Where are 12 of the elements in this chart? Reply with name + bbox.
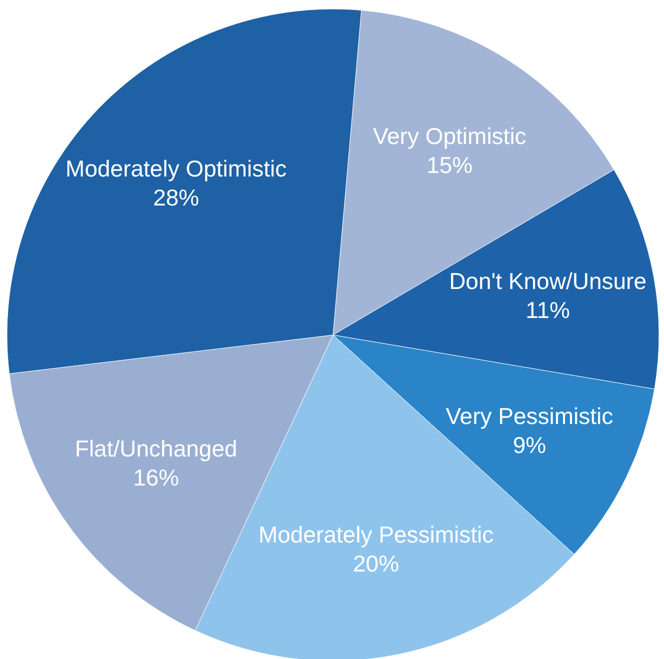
data-label: 9% [512, 432, 546, 458]
slice-label: Don't Know/Unsure [449, 268, 647, 294]
slice-label: Moderately Optimistic [66, 156, 287, 182]
slice-label: Very Pessimistic [446, 402, 614, 429]
slice-label: Very Optimistic [372, 122, 526, 149]
data-label: 11% [526, 296, 570, 323]
data-label: 20% [353, 550, 400, 577]
data-label: 28% [153, 184, 200, 211]
data-label: 15% [426, 152, 473, 178]
data-label: 16% [133, 464, 180, 491]
slice-label: Flat/Unchanged [74, 436, 238, 462]
slice-label: Moderately Pessimistic [258, 522, 494, 548]
